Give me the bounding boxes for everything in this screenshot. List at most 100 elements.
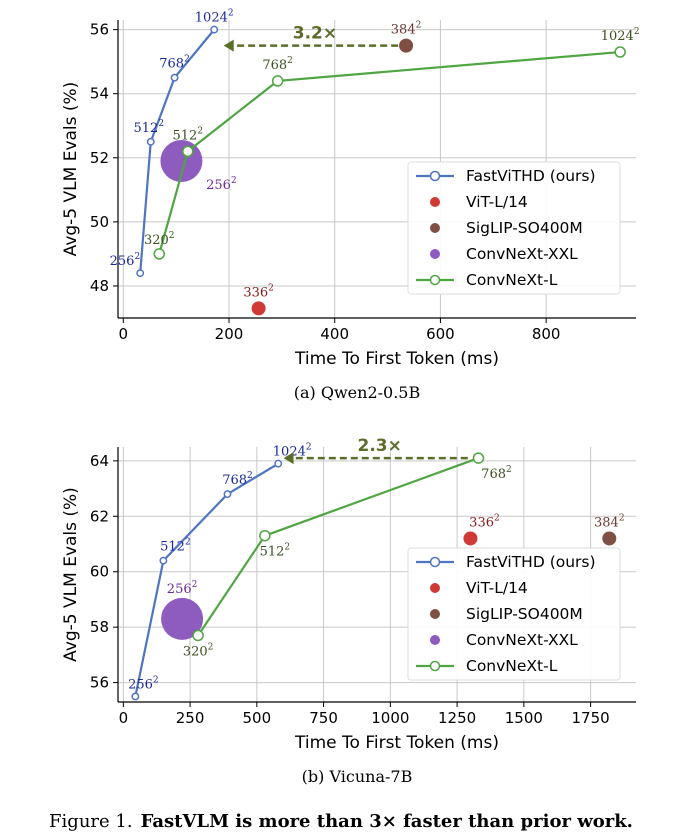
legend-marker bbox=[429, 170, 441, 182]
x-axis-label: Time To First Token (ms) bbox=[294, 733, 499, 753]
y-tick-label: 64 bbox=[90, 452, 109, 470]
point-label-convnext_xxl: 2562 bbox=[206, 176, 237, 193]
series-point-convnext_l bbox=[192, 629, 204, 642]
point-label-convnext_xxl: 2562 bbox=[167, 580, 198, 597]
legend-marker bbox=[429, 660, 441, 672]
legend-item: SigLIP-SO400M bbox=[430, 219, 583, 237]
legend-label: ConvNeXt-XXL bbox=[466, 245, 578, 263]
legend-label: ConvNeXt-L bbox=[466, 271, 558, 289]
point-label-convnext_l: 5122 bbox=[260, 543, 291, 560]
speedup-label: 2.3× bbox=[357, 436, 401, 456]
point-label-convnext_l: 7682 bbox=[262, 56, 293, 73]
legend-label: SigLIP-SO400M bbox=[466, 605, 583, 623]
y-tick-label: 52 bbox=[90, 149, 109, 167]
series-line-fastvit bbox=[134, 462, 279, 697]
legend-item: FastViTHD (ours) bbox=[416, 167, 596, 185]
x-tick-label: 250 bbox=[176, 709, 205, 727]
legend: FastViTHD (ours) ViT-L/14 SigLIP-SO400M Con… bbox=[407, 161, 621, 295]
series-point-convnext_l bbox=[271, 75, 284, 87]
series-point-convnext_l bbox=[472, 452, 485, 464]
y-axis-label: Avg-5 VLM Evals (%) bbox=[61, 487, 81, 662]
series-point-fastvit bbox=[136, 269, 145, 278]
x-tick-label: 800 bbox=[532, 325, 561, 343]
x-tick-label: 400 bbox=[320, 325, 349, 343]
legend-item: ViT-L/14 bbox=[430, 193, 528, 211]
point-label-convnext_l: 3202 bbox=[144, 231, 175, 248]
series-point-convnext_l bbox=[614, 46, 626, 58]
point-label-vitl: 3362 bbox=[243, 283, 274, 300]
legend-marker bbox=[430, 635, 440, 645]
legend-item: ViT-L/14 bbox=[430, 579, 528, 597]
y-tick-label: 54 bbox=[90, 85, 109, 103]
legend-box bbox=[407, 161, 621, 295]
point-label-siglip: 3842 bbox=[594, 513, 625, 530]
x-tick-label: 0 bbox=[119, 325, 129, 343]
chart-qwen2-0.5b: 0 200 400 600 800 48 50 52 54 56 Time To First Tok… bbox=[61, 9, 640, 402]
legend-label: ViT-L/14 bbox=[466, 579, 528, 597]
point-label-vitl: 3362 bbox=[469, 513, 500, 530]
series-point-fastvit bbox=[159, 556, 168, 565]
series-point-fastvit bbox=[146, 137, 155, 146]
y-tick-label: 58 bbox=[90, 618, 109, 636]
y-tick-label: 62 bbox=[90, 507, 109, 525]
y-tick-label: 60 bbox=[90, 563, 109, 581]
point-label-fastvit: 7682 bbox=[222, 471, 253, 488]
subcaption: (b) Vicuna-7B bbox=[302, 767, 413, 786]
speedup-label: 3.2× bbox=[293, 24, 337, 44]
series-point-convnext_l bbox=[153, 248, 165, 260]
x-tick-label: 500 bbox=[243, 709, 272, 727]
legend-item: ConvNeXt-L bbox=[416, 271, 558, 289]
legend-marker bbox=[429, 556, 441, 568]
y-tick-label: 48 bbox=[90, 277, 109, 295]
x-tick-label: 200 bbox=[215, 325, 244, 343]
legend-marker bbox=[430, 609, 440, 619]
point-label-convnext_l: 10242 bbox=[601, 27, 640, 44]
legend-item: FastViTHD (ours) bbox=[416, 553, 596, 571]
figure-caption-bold: FastVLM is more than 3× faster than prio… bbox=[141, 811, 633, 832]
series-point-fastvit bbox=[170, 73, 179, 82]
x-tick-label: 1000 bbox=[371, 709, 409, 727]
point-label-fastvit: 2562 bbox=[110, 252, 141, 269]
y-axis-label: Avg-5 VLM Evals (%) bbox=[61, 82, 81, 257]
series-point-convnext_l bbox=[182, 145, 194, 158]
scatter-point-vitl bbox=[251, 301, 266, 316]
legend-box bbox=[407, 547, 621, 681]
scatter-point-siglip bbox=[602, 531, 617, 546]
subcaption: (a) Qwen2-0.5B bbox=[294, 383, 420, 402]
scatter-point-siglip bbox=[399, 38, 414, 53]
point-label-fastvit: 2562 bbox=[128, 675, 159, 692]
point-label-convnext_l: 7682 bbox=[481, 465, 512, 482]
legend-label: SigLIP-SO400M bbox=[466, 219, 583, 237]
point-label-siglip: 3842 bbox=[391, 21, 422, 38]
figure-caption-prefix: Figure 1. bbox=[49, 811, 133, 832]
series-point-convnext_l bbox=[259, 529, 271, 542]
legend-item: ConvNeXt-L bbox=[416, 657, 558, 675]
legend-label: ConvNeXt-L bbox=[466, 657, 558, 675]
x-tick-label: 1500 bbox=[505, 709, 543, 727]
series-point-fastvit bbox=[223, 490, 232, 499]
point-label-fastvit: 10242 bbox=[273, 443, 312, 460]
legend-marker bbox=[430, 583, 440, 593]
point-label-convnext_l: 5122 bbox=[172, 126, 203, 143]
x-tick-label: 600 bbox=[426, 325, 455, 343]
figure-caption: Figure 1. FastVLM is more than 3× faster … bbox=[49, 811, 633, 832]
y-tick-label: 50 bbox=[90, 213, 109, 231]
point-label-fastvit: 7682 bbox=[159, 55, 190, 72]
point-label-fastvit: 5122 bbox=[133, 119, 164, 136]
x-axis-label: Time To First Token (ms) bbox=[294, 349, 499, 369]
legend-marker bbox=[429, 274, 441, 286]
series-point-fastvit bbox=[274, 459, 283, 468]
legend-label: ConvNeXt-XXL bbox=[466, 631, 578, 649]
speedup-arrowhead bbox=[223, 39, 234, 52]
scatter-point-convnext_xxl bbox=[161, 597, 204, 640]
x-tick-label: 1750 bbox=[572, 709, 610, 727]
legend-label: ViT-L/14 bbox=[466, 193, 528, 211]
x-tick-label: 1250 bbox=[438, 709, 476, 727]
legend-item: ConvNeXt-XXL bbox=[430, 631, 578, 649]
x-tick-label: 750 bbox=[309, 709, 338, 727]
legend-marker bbox=[430, 223, 440, 233]
speedup-arrowhead bbox=[283, 452, 294, 465]
series-point-fastvit bbox=[131, 692, 140, 701]
point-label-fastvit: 5122 bbox=[160, 538, 191, 555]
